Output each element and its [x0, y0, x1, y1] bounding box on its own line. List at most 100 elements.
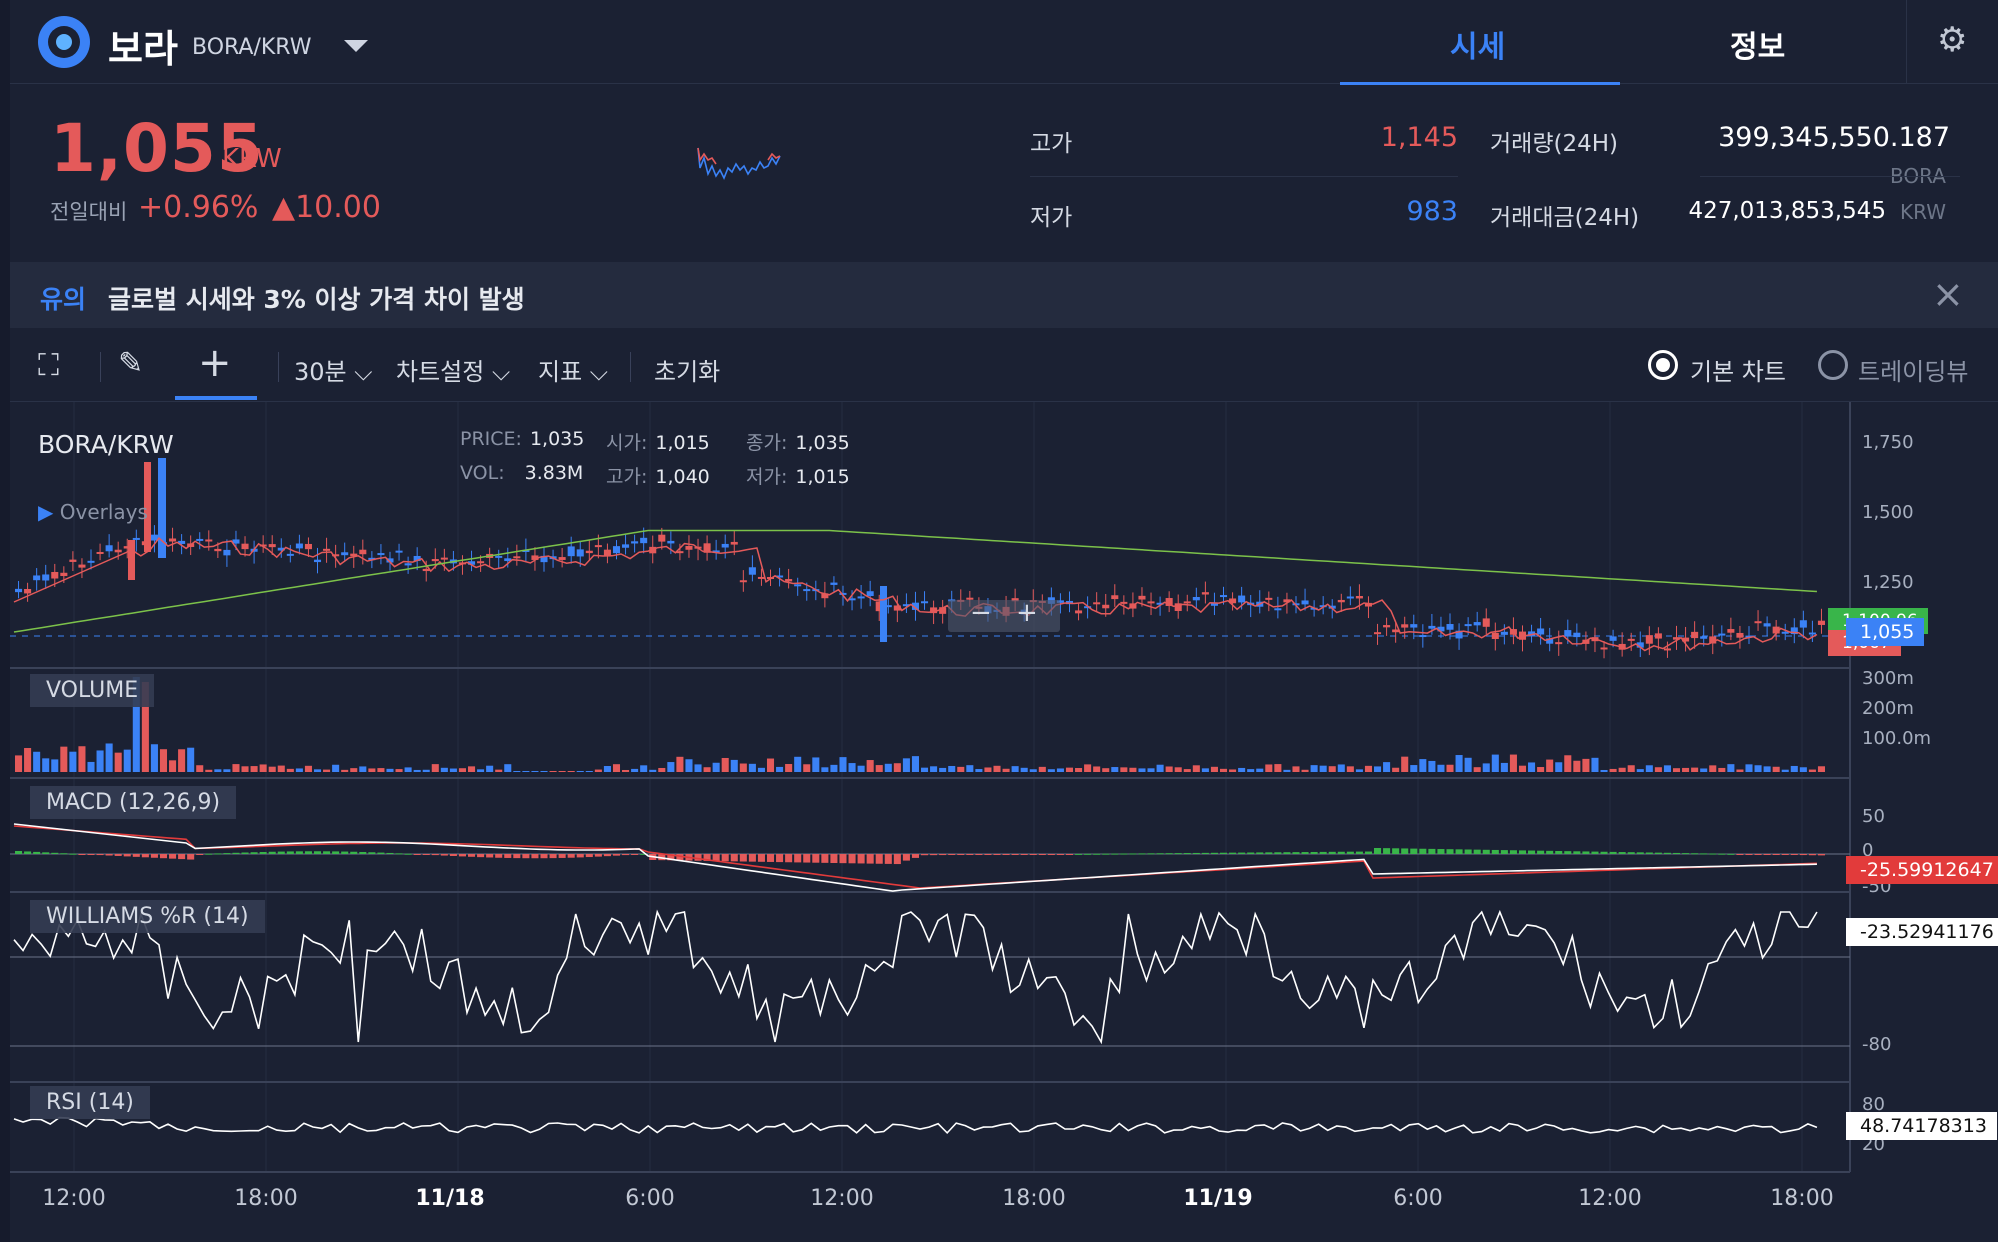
candle-body [431, 559, 439, 562]
macd-histogram-bar [486, 854, 494, 858]
candle-body [196, 538, 204, 541]
volume-bar [631, 768, 639, 772]
zoom-in-icon[interactable]: + [1016, 598, 1038, 628]
zoom-controls[interactable]: − + [948, 598, 1060, 632]
macd-histogram-bar [223, 853, 231, 855]
candle-body [1636, 642, 1644, 648]
radio-basic-chart[interactable] [1648, 350, 1678, 380]
candle-body [1763, 623, 1771, 627]
pencil-icon[interactable]: ✎ [118, 346, 144, 381]
candle-body [1437, 626, 1445, 632]
candle-body [60, 572, 68, 577]
crosshair-icon[interactable]: + [198, 340, 232, 386]
macd-histogram-bar [1509, 850, 1517, 854]
macd-histogram-bar [159, 854, 168, 859]
tradingview-label[interactable]: 트레이딩뷰 [1858, 358, 1969, 386]
chevron-down-icon[interactable] [344, 40, 368, 52]
overlays-toggle[interactable]: ▶ Overlays [38, 500, 148, 524]
macd-histogram-bar [631, 854, 639, 855]
tab-info[interactable]: 정보 [1730, 30, 1786, 65]
candle-body [1210, 602, 1218, 606]
macd-histogram-bar [776, 854, 784, 863]
candle-body [1546, 638, 1554, 644]
volume-bar [875, 765, 883, 772]
tab-quote[interactable]: 시세 [1450, 30, 1506, 65]
price-chart[interactable]: BORA/KRW ▶ Overlays PRICE: 1,035 시가: 1,015… [10, 402, 1998, 1242]
basic-chart-label[interactable]: 기본 차트 [1690, 358, 1786, 386]
macd-histogram-bar [1038, 854, 1046, 855]
fullscreen-icon[interactable]: ⛶ [38, 348, 59, 383]
macd-histogram-bar [1464, 849, 1472, 854]
macd-histogram-bar [803, 854, 811, 863]
zoom-out-icon[interactable]: − [970, 598, 992, 628]
reset-button[interactable]: 초기화 [654, 358, 721, 386]
candle-body [1355, 595, 1363, 599]
macd-histogram-bar [1364, 851, 1372, 854]
candle-body [1455, 630, 1463, 639]
volume-bar [748, 763, 756, 772]
chart-settings-dropdown[interactable]: 차트설정 ⌵ [396, 358, 511, 386]
macd-histogram-bar [1183, 853, 1191, 855]
candle-body [1174, 603, 1182, 611]
volume-tick: 300m [1862, 668, 1914, 689]
settings-button[interactable]: ⚙ [1906, 0, 1998, 84]
macd-histogram-bar [141, 854, 149, 858]
macd-histogram-bar [757, 854, 765, 862]
macd-histogram-bar [1546, 850, 1554, 854]
volume-bar [341, 769, 349, 772]
candle-body [1500, 631, 1508, 635]
ma-long-line [13, 529, 1817, 633]
macd-histogram-bar [60, 853, 68, 855]
macd-histogram-bar [911, 854, 919, 858]
macd-histogram-bar [1219, 852, 1228, 854]
macd-histogram-bar [332, 851, 340, 854]
volume-bar [984, 767, 992, 772]
chart-pair-label: BORA/KRW [38, 430, 174, 459]
macd-histogram-bar [368, 852, 376, 854]
indicators-dropdown[interactable]: 지표 ⌵ [538, 358, 608, 386]
volume-bar [585, 771, 593, 772]
volume-bar [431, 764, 439, 772]
candle-body [884, 605, 892, 608]
candle-body [612, 546, 621, 554]
candle-body [1301, 600, 1309, 605]
interval-dropdown[interactable]: 30분 ⌵ [294, 358, 373, 386]
macd-tick: 50 [1862, 806, 1885, 827]
macd-histogram-bar [395, 853, 403, 855]
volume-bar [123, 749, 131, 772]
candle-body [1165, 598, 1173, 606]
volume-bar [286, 768, 294, 772]
candle-body [1328, 605, 1336, 609]
macd-histogram-bar [1473, 849, 1481, 854]
macd-histogram-bar [576, 854, 584, 858]
volume-bar [1129, 767, 1137, 772]
volume-bar [1482, 763, 1490, 772]
macd-histogram-bar [24, 851, 32, 854]
volume-bar [1346, 766, 1354, 772]
volume-bar [1165, 766, 1173, 772]
volume-bar [15, 755, 23, 772]
macd-histogram-bar [1691, 853, 1699, 855]
volume-bar [966, 765, 974, 772]
candle-body [558, 557, 566, 560]
macd-histogram-bar [1482, 849, 1490, 854]
volume-bar [214, 769, 222, 772]
radio-tradingview[interactable] [1818, 350, 1848, 380]
macd-histogram-bar [1700, 853, 1708, 855]
volume-bar [1700, 768, 1708, 772]
volume-bar [558, 771, 566, 772]
candle-body [96, 551, 104, 554]
volume-bar [1020, 767, 1028, 772]
macd-line [13, 823, 1817, 892]
close-icon[interactable]: × [1932, 272, 1964, 316]
macd-histogram-bar [1374, 848, 1382, 854]
candle-body [866, 591, 874, 596]
candle-body [1682, 637, 1690, 642]
macd-histogram-bar [196, 854, 204, 855]
volume-bar [1056, 768, 1064, 772]
volume-bar [1473, 767, 1481, 772]
macd-histogram-bar [1020, 854, 1028, 855]
chart-canvas[interactable] [10, 402, 1998, 1242]
time-tick: 6:00 [625, 1186, 675, 1211]
macd-histogram-bar [1636, 852, 1644, 854]
